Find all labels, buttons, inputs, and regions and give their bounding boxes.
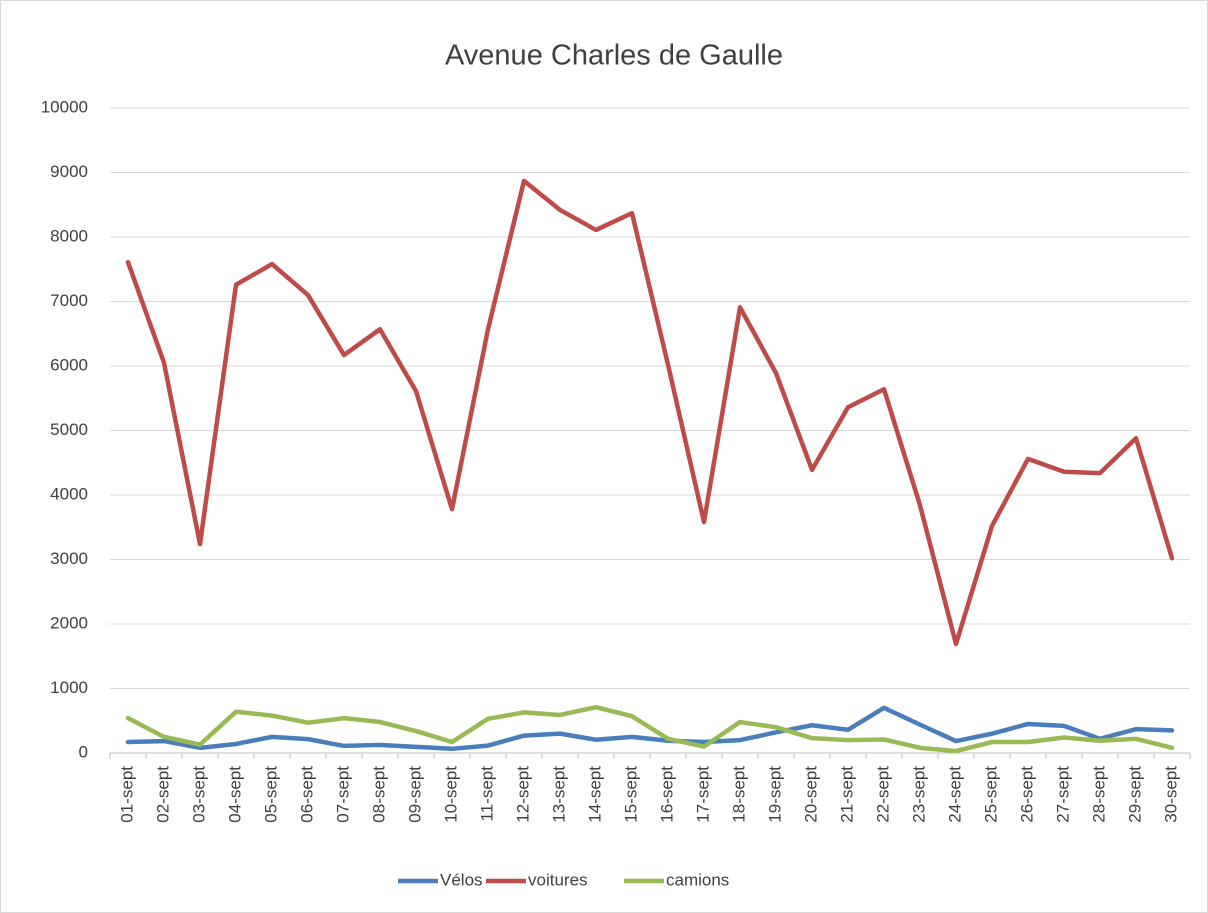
x-tick-label: 13-sept — [549, 766, 568, 823]
x-tick-label: 22-sept — [873, 766, 892, 823]
x-tick-label: 25-sept — [981, 766, 1000, 823]
legend-label: voitures — [528, 870, 588, 889]
x-tick-label: 20-sept — [801, 766, 820, 823]
y-tick-label: 4000 — [50, 484, 88, 503]
y-tick-label: 5000 — [50, 420, 88, 439]
y-tick-label: 6000 — [50, 355, 88, 374]
x-tick-label: 14-sept — [585, 766, 604, 823]
y-tick-label: 10000 — [41, 97, 88, 116]
x-tick-label: 27-sept — [1053, 766, 1072, 823]
x-tick-label: 05-sept — [261, 766, 280, 823]
x-tick-label: 12-sept — [513, 766, 532, 823]
x-tick-label: 16-sept — [657, 766, 676, 823]
x-tick-label: 04-sept — [225, 766, 244, 823]
line-series — [125, 178, 1175, 647]
x-tick-label: 10-sept — [441, 766, 460, 823]
y-tick-label: 7000 — [50, 291, 88, 310]
line-series — [125, 704, 1175, 754]
x-tick-label: 03-sept — [189, 766, 208, 823]
chart-title: Avenue Charles de Gaulle — [445, 40, 783, 72]
x-tick-label: 11-sept — [477, 766, 496, 822]
x-tick-label: 07-sept — [333, 766, 352, 823]
x-tick-label: 19-sept — [765, 766, 784, 823]
x-tick-label: 24-sept — [945, 766, 964, 823]
x-tick-label: 28-sept — [1089, 766, 1108, 823]
y-tick-label: 8000 — [50, 226, 88, 245]
x-tick-label: 02-sept — [153, 766, 172, 823]
x-tick-label: 17-sept — [693, 766, 712, 823]
x-tick-label: 06-sept — [297, 766, 316, 823]
y-tick-label: 2000 — [50, 613, 88, 632]
x-tick-label: 26-sept — [1017, 766, 1036, 823]
x-tick-label: 29-sept — [1125, 766, 1144, 823]
x-tick-label: 18-sept — [729, 766, 748, 823]
line-series — [125, 705, 1175, 752]
legend-label: camions — [666, 870, 729, 889]
x-tick-label: 15-sept — [621, 766, 640, 823]
y-tick-label: 3000 — [50, 549, 88, 568]
x-tick-label: 08-sept — [369, 766, 388, 823]
x-tick-label: 30-sept — [1161, 766, 1180, 823]
x-tick-label: 09-sept — [405, 766, 424, 823]
y-tick-label: 1000 — [50, 678, 88, 697]
x-tick-label: 23-sept — [909, 766, 928, 823]
x-tick-label: 21-sept — [837, 766, 856, 823]
y-tick-label: 0 — [79, 742, 88, 761]
y-tick-label: 9000 — [50, 162, 88, 181]
x-tick-label: 01-sept — [117, 766, 136, 823]
legend-label: Vélos — [440, 870, 483, 889]
